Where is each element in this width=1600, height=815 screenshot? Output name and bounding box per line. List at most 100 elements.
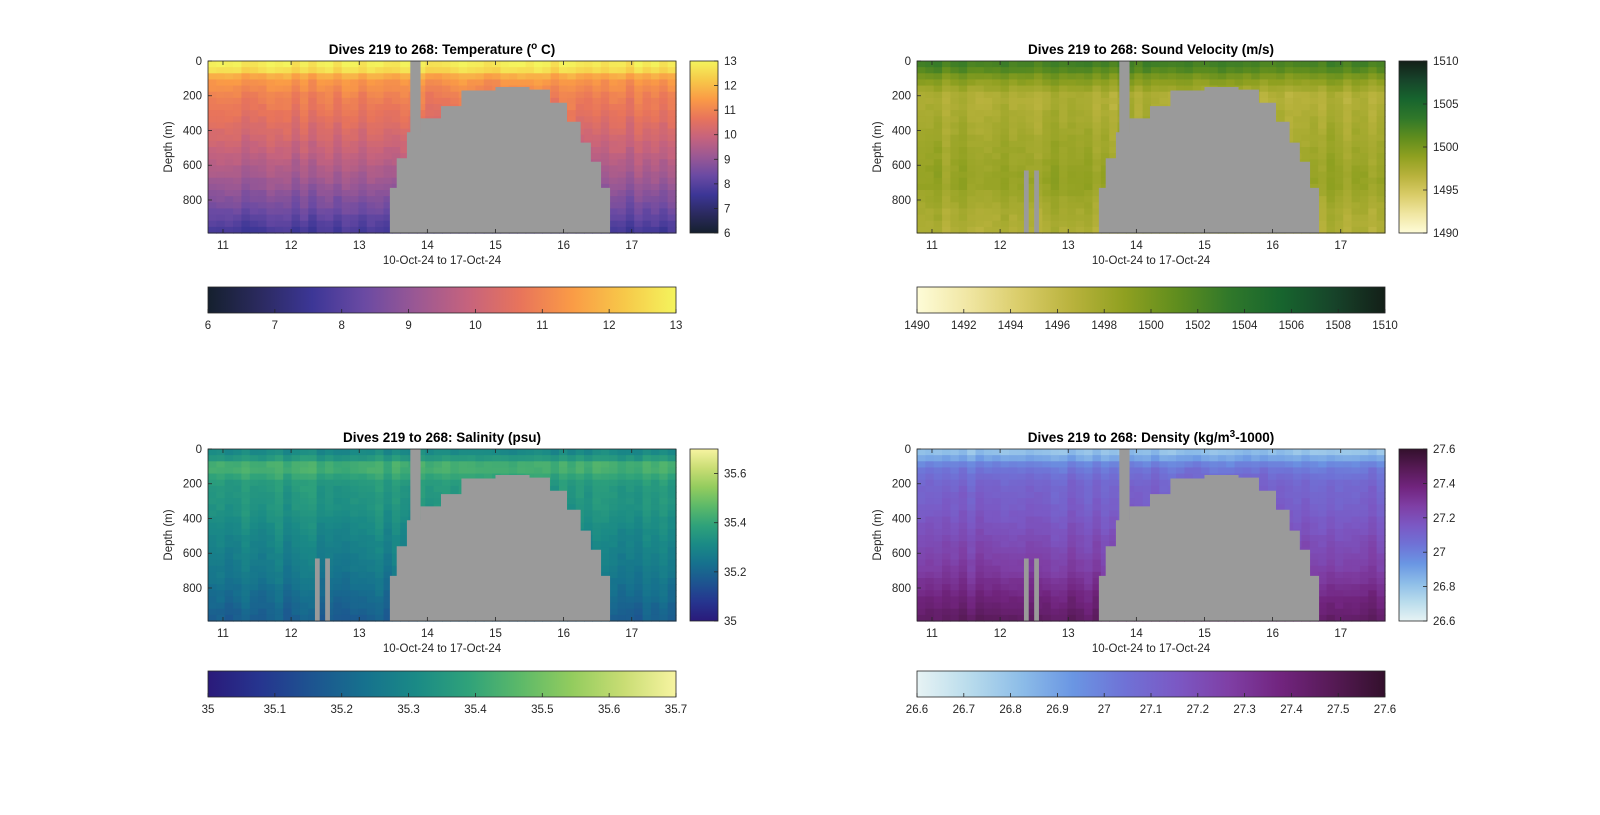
heatmap-cell	[625, 473, 635, 481]
heatmap-cell	[299, 165, 309, 173]
no-data-region	[379, 475, 611, 621]
heatmap-cell	[375, 461, 385, 469]
heatmap-cell	[1251, 67, 1261, 74]
heatmap-cell	[1318, 171, 1328, 179]
heatmap-cell	[1109, 153, 1119, 160]
heatmap-cell	[1059, 61, 1069, 68]
heatmap-cell	[333, 140, 343, 148]
heatmap-cell	[1376, 140, 1386, 148]
heatmap-cell	[249, 134, 259, 142]
heatmap-cell	[308, 535, 318, 542]
heatmap-cell	[933, 171, 943, 179]
heatmap-cell	[1343, 116, 1353, 124]
heatmap-cell	[1042, 171, 1052, 179]
heatmap-cell	[341, 196, 351, 203]
heatmap-cell	[584, 110, 594, 117]
heatmap-cell	[625, 153, 635, 160]
heatmap-cell	[383, 202, 393, 210]
heatmap-cell	[241, 449, 251, 456]
heatmap-cell	[216, 541, 226, 548]
heatmap-cell	[1000, 171, 1010, 179]
heatmap-cell	[358, 547, 368, 555]
heatmap-cell	[266, 165, 276, 173]
heatmap-cell	[967, 91, 977, 99]
heatmap-cell	[258, 504, 268, 512]
heatmap-cell	[1067, 61, 1077, 68]
heatmap-cell	[216, 614, 226, 622]
heatmap-cell	[967, 171, 977, 179]
bottom-colorbar-tick-label: 35.4	[464, 704, 487, 716]
heatmap-cell	[1334, 190, 1344, 197]
x-tick-label: 16	[557, 628, 570, 640]
heatmap-cell	[433, 110, 443, 117]
heatmap-cell	[308, 559, 318, 567]
heatmap-cell	[634, 226, 644, 234]
heatmap-cell	[433, 85, 443, 93]
heatmap-cell	[333, 159, 343, 167]
heatmap-cell	[299, 535, 309, 542]
heatmap-cell	[283, 596, 293, 604]
heatmap-cell	[216, 504, 226, 512]
heatmap-cell	[308, 147, 318, 154]
heatmap-cell	[450, 79, 460, 87]
heatmap-cell	[1059, 196, 1069, 203]
heatmap-cell	[425, 85, 435, 93]
heatmap-cell	[1025, 73, 1035, 81]
heatmap-cell	[1125, 97, 1135, 105]
heatmap-cell	[650, 596, 660, 604]
heatmap-cell	[542, 79, 552, 87]
heatmap-cell	[634, 67, 644, 74]
heatmap-cell	[375, 528, 385, 536]
heatmap-cell	[942, 85, 952, 93]
heatmap-cell	[967, 73, 977, 81]
heatmap-cell	[341, 165, 351, 173]
heatmap-cell	[584, 504, 594, 512]
heatmap-cell	[475, 467, 485, 475]
side-colorbar-tick-label: 35	[724, 616, 737, 628]
heatmap-cell	[299, 171, 309, 179]
heatmap-cell	[1334, 110, 1344, 117]
bottom-colorbar-tick-label: 8	[339, 320, 345, 332]
heatmap-cell	[1050, 110, 1060, 117]
heatmap-cell	[642, 541, 652, 548]
heatmap-cell	[258, 165, 268, 173]
heatmap-cell	[1067, 202, 1077, 210]
heatmap-cell	[1125, 67, 1135, 74]
heatmap-cell	[617, 467, 627, 475]
heatmap-cell	[416, 97, 426, 105]
heatmap-cell	[233, 134, 243, 142]
heatmap-cell	[659, 590, 669, 598]
heatmap-cell	[650, 153, 660, 160]
heatmap-cell	[383, 153, 393, 160]
heatmap-cell	[400, 541, 410, 548]
heatmap-cell	[1050, 208, 1060, 216]
heatmap-cell	[1318, 134, 1328, 142]
heatmap-cell	[233, 190, 243, 197]
heatmap-cell	[950, 214, 960, 222]
heatmap-cell	[1042, 134, 1052, 142]
heatmap-cell	[933, 547, 943, 555]
heatmap-cell	[1025, 79, 1035, 87]
heatmap-cell	[1368, 147, 1378, 154]
heatmap-cell	[1050, 153, 1060, 160]
heatmap-cell	[609, 498, 619, 505]
heatmap-cell	[958, 153, 968, 160]
heatmap-cell	[642, 584, 652, 591]
heatmap-cell	[283, 226, 293, 234]
heatmap-cell	[341, 578, 351, 585]
heatmap-cell	[383, 522, 393, 530]
heatmap-cell	[325, 85, 334, 93]
heatmap-cell	[1034, 91, 1043, 99]
heatmap-cell	[667, 153, 677, 160]
heatmap-cell	[1343, 91, 1353, 99]
heatmap-cell	[1326, 208, 1336, 216]
heatmap-cell	[550, 67, 560, 74]
heatmap-cell	[642, 578, 652, 585]
heatmap-cell	[634, 504, 644, 512]
heatmap-cell	[667, 590, 677, 598]
heatmap-cell	[667, 220, 677, 228]
heatmap-cell	[416, 473, 426, 481]
heatmap-cell	[383, 535, 393, 542]
heatmap-cell	[992, 177, 1002, 185]
heatmap-cell	[341, 479, 351, 487]
